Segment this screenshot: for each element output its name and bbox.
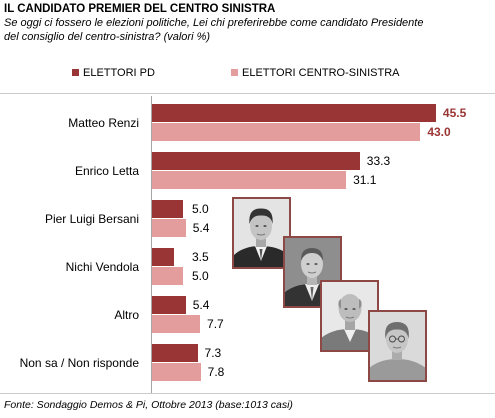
legend-swatch bbox=[72, 69, 79, 76]
data-label: 43.0 bbox=[427, 125, 451, 139]
bar-elettori-pd bbox=[152, 296, 186, 314]
bar-elettori-pd bbox=[152, 344, 198, 362]
bar-elettori-pd bbox=[152, 248, 174, 266]
portrait-image bbox=[370, 312, 425, 380]
bar-elettori-centro-sinistra bbox=[152, 363, 201, 381]
data-label: 31.1 bbox=[353, 173, 377, 187]
data-label: 5.4 bbox=[192, 298, 210, 312]
data-label: 7.3 bbox=[204, 346, 222, 360]
chart-subtitle: Se oggi ci fossero le elezioni politiche… bbox=[4, 16, 423, 44]
category-label: Enrico Letta bbox=[74, 163, 139, 178]
chart-subtitle-line-1: Se oggi ci fossero le elezioni politiche… bbox=[4, 17, 424, 29]
portrait-photo bbox=[283, 236, 342, 308]
data-label: 7.8 bbox=[207, 365, 225, 379]
data-label: 33.3 bbox=[366, 154, 391, 168]
legend-label: ELETTORI PD bbox=[83, 67, 155, 79]
bar-elettori-centro-sinistra bbox=[152, 219, 186, 237]
category-axis-line bbox=[151, 96, 152, 393]
category-label: Nichi Vendola bbox=[65, 259, 139, 274]
data-label: 5.4 bbox=[192, 221, 210, 235]
data-label: 7.7 bbox=[207, 317, 224, 331]
legend-item-series-1: ELETTORI PD bbox=[72, 66, 192, 80]
source-note: Fonte: Sondaggio Demos & Pi, Ottobre 201… bbox=[4, 399, 293, 411]
bar-elettori-centro-sinistra bbox=[152, 267, 184, 285]
data-label: 5.0 bbox=[192, 269, 209, 283]
chart-subtitle-line-2: del consiglio del centro-sinistra? (valo… bbox=[4, 31, 211, 43]
portrait-image bbox=[234, 199, 289, 267]
category-label: Pier Luigi Bersani bbox=[44, 211, 139, 226]
data-label: 5.0 bbox=[192, 202, 209, 216]
bar-elettori-pd bbox=[152, 104, 436, 122]
bar-elettori-centro-sinistra bbox=[152, 171, 347, 189]
bar-elettori-centro-sinistra bbox=[152, 123, 421, 141]
bar-elettori-pd bbox=[152, 200, 184, 218]
portrait-image bbox=[322, 282, 377, 350]
category-label: Altro bbox=[114, 307, 139, 322]
bar-elettori-pd bbox=[152, 152, 360, 170]
category-label: Matteo Renzi bbox=[68, 115, 139, 130]
divider-line bbox=[0, 393, 495, 394]
divider-line bbox=[0, 93, 495, 94]
bar-elettori-centro-sinistra bbox=[152, 315, 201, 333]
data-label: 45.5 bbox=[442, 106, 467, 120]
chart-title: IL CANDIDATO PREMIER DEL CENTRO SINISTRA bbox=[4, 3, 276, 15]
data-label: 3.5 bbox=[192, 250, 209, 264]
portrait-photo bbox=[368, 310, 427, 382]
category-label: Non sa / Non risponde bbox=[19, 355, 139, 370]
legend-swatch bbox=[231, 69, 238, 76]
legend-item-series-2: ELETTORI CENTRO-SINISTRA bbox=[231, 66, 431, 80]
portrait-photo bbox=[232, 197, 291, 269]
legend-label: ELETTORI CENTRO-SINISTRA bbox=[242, 67, 400, 79]
